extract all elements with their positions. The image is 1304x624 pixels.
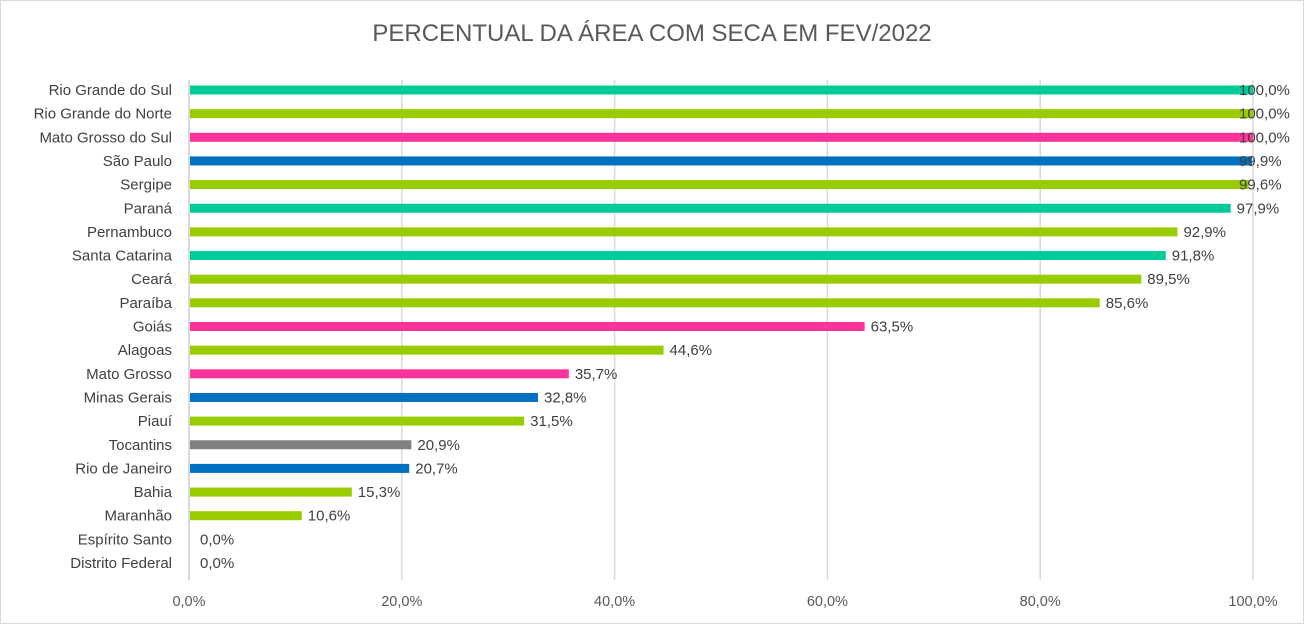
bar: [190, 463, 410, 473]
bar: [190, 203, 1231, 213]
category-label: Distrito Federal: [70, 555, 172, 572]
bar: [190, 132, 1253, 142]
bar: [190, 109, 1253, 119]
category-label: Rio Grande do Sul: [49, 82, 172, 99]
data-label: 100,0%: [1239, 129, 1290, 146]
category-label: Sergipe: [120, 177, 172, 194]
data-label: 91,8%: [1172, 248, 1215, 265]
category-label: Bahia: [134, 484, 173, 501]
data-label: 20,7%: [415, 460, 458, 477]
category-label: Rio Grande do Norte: [34, 106, 172, 123]
bar: [190, 180, 1249, 190]
category-label: Rio de Janeiro: [75, 460, 172, 477]
category-label: Paraíba: [119, 295, 172, 312]
chart-title: PERCENTUAL DA ÁREA COM SECA EM FEV/2022: [372, 20, 932, 47]
x-tick-label: 0,0%: [172, 594, 205, 610]
data-label: 99,6%: [1239, 177, 1282, 194]
data-label: 99,9%: [1239, 153, 1282, 170]
x-tick-label: 20,0%: [381, 594, 422, 610]
data-label: 0,0%: [200, 555, 234, 572]
category-label: Mato Grosso do Sul: [39, 129, 172, 146]
x-tick-label: 40,0%: [594, 594, 635, 610]
category-label: Minas Gerais: [84, 389, 172, 406]
bar: [190, 345, 664, 355]
data-label: 0,0%: [200, 531, 234, 548]
category-label: Mato Grosso: [86, 366, 172, 383]
data-label: 85,6%: [1106, 295, 1149, 312]
category-label: Tocantins: [109, 437, 172, 454]
category-label: Ceará: [131, 271, 173, 288]
bar: [190, 322, 865, 331]
data-label: 44,6%: [670, 342, 713, 359]
data-label: 92,9%: [1183, 224, 1226, 241]
data-label: 35,7%: [575, 366, 618, 383]
bar: [190, 156, 1252, 166]
category-label: Alagoas: [118, 342, 172, 359]
bar: [190, 487, 352, 497]
category-label: Piauí: [138, 413, 173, 430]
data-label: 10,6%: [308, 508, 351, 525]
bar: [190, 440, 412, 450]
data-label: 20,9%: [417, 437, 460, 454]
bar: [190, 511, 302, 521]
bar: [190, 274, 1142, 284]
bar: [190, 251, 1166, 261]
category-label: Paraná: [124, 200, 173, 217]
data-label: 89,5%: [1147, 271, 1190, 288]
data-label: 100,0%: [1239, 106, 1290, 123]
bar: [190, 85, 1253, 95]
bar: [190, 392, 538, 402]
category-label: Pernambuco: [87, 224, 172, 241]
category-label: Espírito Santo: [78, 531, 172, 548]
x-tick-label: 100,0%: [1228, 594, 1277, 610]
bar: [190, 298, 1100, 308]
category-label: São Paulo: [103, 153, 172, 170]
x-tick-label: 60,0%: [807, 594, 848, 610]
data-label: 100,0%: [1239, 82, 1290, 99]
category-label: Maranhão: [104, 508, 172, 525]
data-label: 97,9%: [1237, 200, 1280, 217]
x-tick-label: 80,0%: [1020, 594, 1061, 610]
bar: [190, 416, 525, 426]
bar: [190, 369, 569, 379]
data-label: 32,8%: [544, 389, 587, 406]
data-label: 63,5%: [871, 319, 914, 336]
data-label: 15,3%: [358, 484, 401, 501]
category-label: Goiás: [133, 319, 172, 336]
data-label: 31,5%: [530, 413, 573, 430]
bar: [190, 227, 1178, 237]
category-label: Santa Catarina: [72, 248, 173, 265]
